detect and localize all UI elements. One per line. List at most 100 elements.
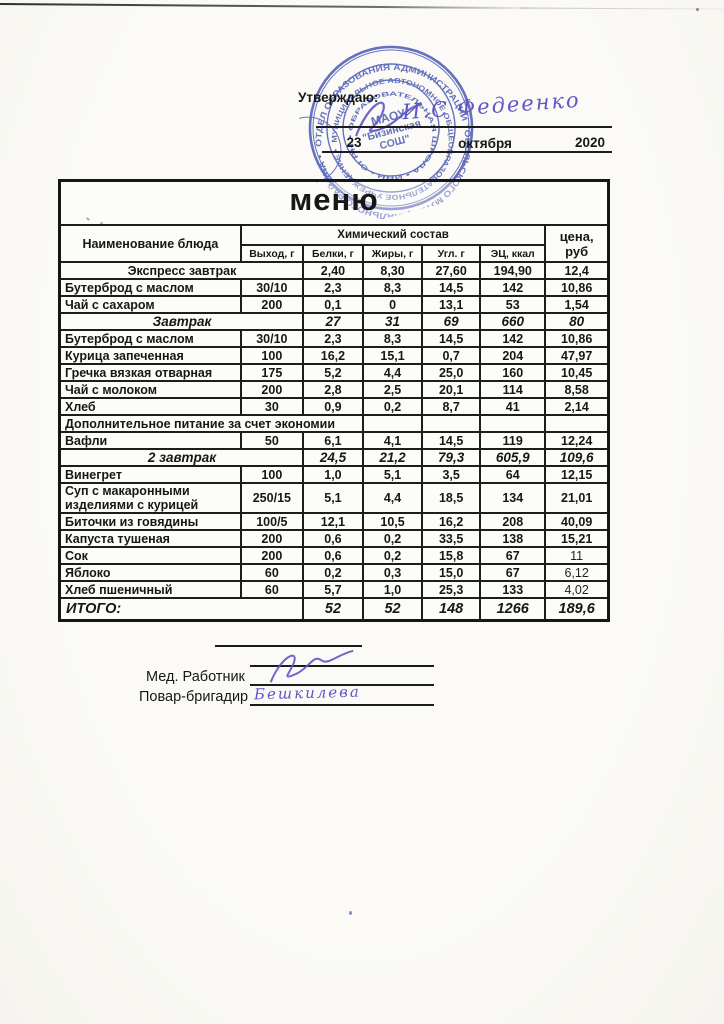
value-cell: 138 <box>479 529 547 549</box>
dish-name-cell: Курица запеченная <box>58 346 242 366</box>
value-cell: 64 <box>479 465 547 485</box>
table-row: Яблоко 60 0,2 0,3 15,0 67 6,12 <box>58 563 610 583</box>
value-cell: 52 <box>301 597 365 622</box>
output-cell: 60 <box>239 580 304 600</box>
output-cell: 100 <box>239 346 304 366</box>
header-fat: Жиры, г <box>361 244 424 263</box>
empty-cell <box>479 414 547 434</box>
value-cell: 1266 <box>479 597 547 622</box>
header-kcal: ЭЦ, ккал <box>479 244 547 263</box>
dish-name-cell: Гречка вязкая отварная <box>58 363 242 383</box>
director-signature-flourish <box>354 101 423 137</box>
value-cell: 142 <box>479 278 547 297</box>
menu-table: меню Наименование блюда Химический соста… <box>58 179 610 623</box>
value-cell: 20,1 <box>421 380 482 400</box>
value-cell: 41 <box>479 397 547 417</box>
date-year: 2020 <box>574 135 606 150</box>
value-cell: 16,2 <box>301 346 365 366</box>
table-row: ИТОГО: 52 52 148 1266 189,6 <box>58 597 610 622</box>
dish-name-cell: Чай с сахаром <box>58 295 242 314</box>
value-cell: 208 <box>479 512 547 532</box>
menu-title: меню <box>58 179 610 226</box>
price-cell: 12,4 <box>544 261 610 280</box>
value-cell: 148 <box>421 597 482 622</box>
empty-cell <box>361 414 424 434</box>
price-cell: 2,14 <box>544 397 610 417</box>
value-cell: 2,3 <box>301 329 365 349</box>
scan-speck <box>349 911 352 915</box>
table-row: 2 завтрак 24,5 21,2 79,3 605,9 109,6 <box>58 448 610 468</box>
value-cell: 25,0 <box>421 363 482 383</box>
value-cell: 79,3 <box>421 448 482 468</box>
value-cell: 142 <box>479 329 547 349</box>
value-cell: 2,40 <box>301 261 365 280</box>
output-cell: 100 <box>239 465 304 485</box>
dish-name-cell: Бутерброд с маслом <box>58 329 242 349</box>
dish-name-cell: Завтрак <box>58 311 304 332</box>
value-cell: 0,6 <box>301 529 365 549</box>
value-cell: 24,5 <box>301 448 365 468</box>
dish-name-cell: Винегрет <box>58 465 242 485</box>
value-cell: 660 <box>479 311 547 332</box>
value-cell: 0,2 <box>361 529 424 549</box>
table-row: Чай с молоком 200 2,8 2,5 20,1 114 8,58 <box>58 380 610 400</box>
value-cell: 67 <box>479 563 547 583</box>
table-row: Гречка вязкая отварная 175 5,2 4,4 25,0 160 10… <box>58 363 610 383</box>
blank-line <box>215 645 362 647</box>
med-worker-label: Мед. Работник <box>146 669 245 685</box>
table-row: Капуста тушеная 200 0,6 0,2 33,5 138 15,21 <box>58 529 610 549</box>
value-cell: 0,3 <box>361 563 424 583</box>
value-cell: 605,9 <box>479 448 547 468</box>
price-cell: 11 <box>544 546 610 566</box>
value-cell: 3,5 <box>421 465 482 485</box>
value-cell: 5,7 <box>301 580 365 600</box>
header-chemical-composition: Химический состав <box>239 224 547 246</box>
value-cell: 0,2 <box>361 397 424 417</box>
value-cell: 2,8 <box>301 380 365 400</box>
price-cell: 12,15 <box>544 465 610 485</box>
table-row: Курица запеченная 100 16,2 15,1 0,7 204 47,97 <box>58 346 610 366</box>
price-cell: 10,86 <box>544 278 610 297</box>
cook-brigadier-signature-line <box>250 704 434 706</box>
value-cell: 13,1 <box>421 295 482 314</box>
value-cell: 67 <box>479 546 547 566</box>
signature-line <box>316 126 612 128</box>
value-cell: 160 <box>479 363 547 383</box>
dish-name-cell: Суп с макаронными изделиями с курицей <box>58 482 242 515</box>
value-cell: 14,5 <box>421 329 482 349</box>
table-header-row: Наименование блюда Химический состав цен… <box>58 224 610 263</box>
value-cell: 119 <box>479 431 547 451</box>
value-cell: 16,2 <box>421 512 482 532</box>
table-row: Дополнительное питание за счет экономии <box>58 414 610 434</box>
scan-edge-artifact <box>519 7 724 10</box>
note-cell: Дополнительное питание за счет экономии <box>58 414 364 434</box>
value-cell: 194,90 <box>479 261 547 280</box>
dish-name-cell: Капуста тушеная <box>58 529 242 549</box>
value-cell: 0,9 <box>301 397 365 417</box>
dish-name-cell: Биточки из говядины <box>58 512 242 532</box>
price-cell: 12,24 <box>544 431 610 451</box>
header-output: Выход, г <box>239 244 304 263</box>
table-row: Суп с макаронными изделиями с курицей 250… <box>58 482 610 515</box>
table-row: Бутерброд с маслом 30/10 2,3 8,3 14,5 142 10,8… <box>58 278 610 297</box>
output-cell: 200 <box>239 380 304 400</box>
blank-line <box>250 665 434 667</box>
value-cell: 2,5 <box>361 380 424 400</box>
date-month: октября <box>458 136 512 151</box>
dish-name-cell: Хлеб пшеничный <box>58 580 242 600</box>
table-subheader-row: Выход, г Белки, г Жиры, г Угл. г ЭЦ, кка… <box>60 244 609 263</box>
output-cell: 175 <box>239 363 304 383</box>
dish-name-cell: Бутерброд с маслом <box>58 278 242 297</box>
approve-label: Утверждаю: <box>298 90 379 105</box>
header-dish-name: Наименование блюда <box>58 224 242 263</box>
price-cell: 80 <box>544 311 610 332</box>
scan-edge-artifact <box>0 3 540 10</box>
table-row: Завтрак 27 31 69 660 80 <box>58 311 610 332</box>
value-cell: 15,1 <box>361 346 424 366</box>
value-cell: 0,7 <box>421 346 482 366</box>
price-cell: 8,58 <box>544 380 610 400</box>
dish-name-cell: Хлеб <box>58 397 242 417</box>
output-cell: 30/10 <box>239 278 304 297</box>
cook-brigadier-label: Повар-бригадир <box>139 689 249 705</box>
output-cell: 250/15 <box>239 482 304 515</box>
